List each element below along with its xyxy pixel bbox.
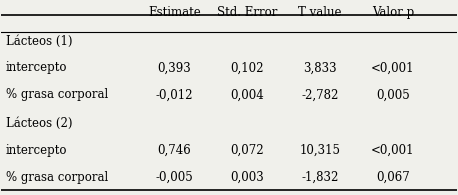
Text: 0,005: 0,005 [376,88,410,101]
Text: 0,003: 0,003 [230,171,264,184]
Text: 0,746: 0,746 [158,144,191,157]
Text: 0,067: 0,067 [376,171,410,184]
Text: intercepto: intercepto [6,144,67,157]
Text: <0,001: <0,001 [371,144,414,157]
Text: 0,102: 0,102 [230,61,264,74]
Text: -0,005: -0,005 [156,171,193,184]
Text: intercepto: intercepto [6,61,67,74]
Text: Std. Error: Std. Error [217,6,278,19]
Text: Estimate: Estimate [148,6,201,19]
Text: 0,393: 0,393 [158,61,191,74]
Text: % grasa corporal: % grasa corporal [6,88,108,101]
Text: Valor p: Valor p [372,6,414,19]
Text: Lácteos (1): Lácteos (1) [6,35,72,48]
Text: -1,832: -1,832 [301,171,339,184]
Text: Lácteos (2): Lácteos (2) [6,117,72,130]
Text: 0,072: 0,072 [230,144,264,157]
Text: T value: T value [298,6,342,19]
Text: -2,782: -2,782 [301,88,339,101]
Text: 10,315: 10,315 [300,144,341,157]
Text: % grasa corporal: % grasa corporal [6,171,108,184]
Text: <0,001: <0,001 [371,61,414,74]
Text: 0,004: 0,004 [230,88,264,101]
Text: -0,012: -0,012 [156,88,193,101]
Text: 3,833: 3,833 [303,61,337,74]
